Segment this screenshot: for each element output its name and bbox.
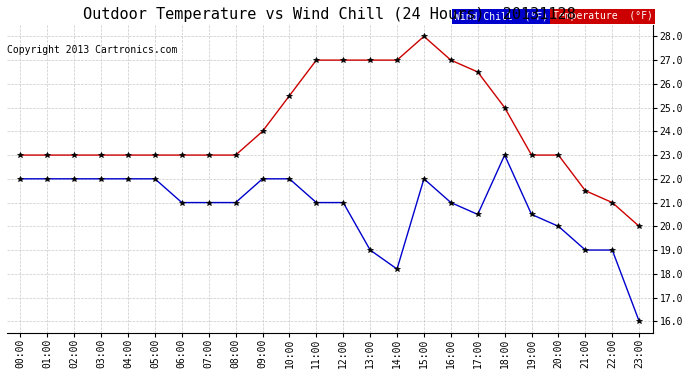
Text: Copyright 2013 Cartronics.com: Copyright 2013 Cartronics.com	[7, 45, 177, 55]
Text: Temperature  (°F): Temperature (°F)	[553, 11, 653, 21]
Text: Wind Chill  (°F): Wind Chill (°F)	[455, 11, 549, 21]
Title: Outdoor Temperature vs Wind Chill (24 Hours)  20131128: Outdoor Temperature vs Wind Chill (24 Ho…	[83, 7, 576, 22]
